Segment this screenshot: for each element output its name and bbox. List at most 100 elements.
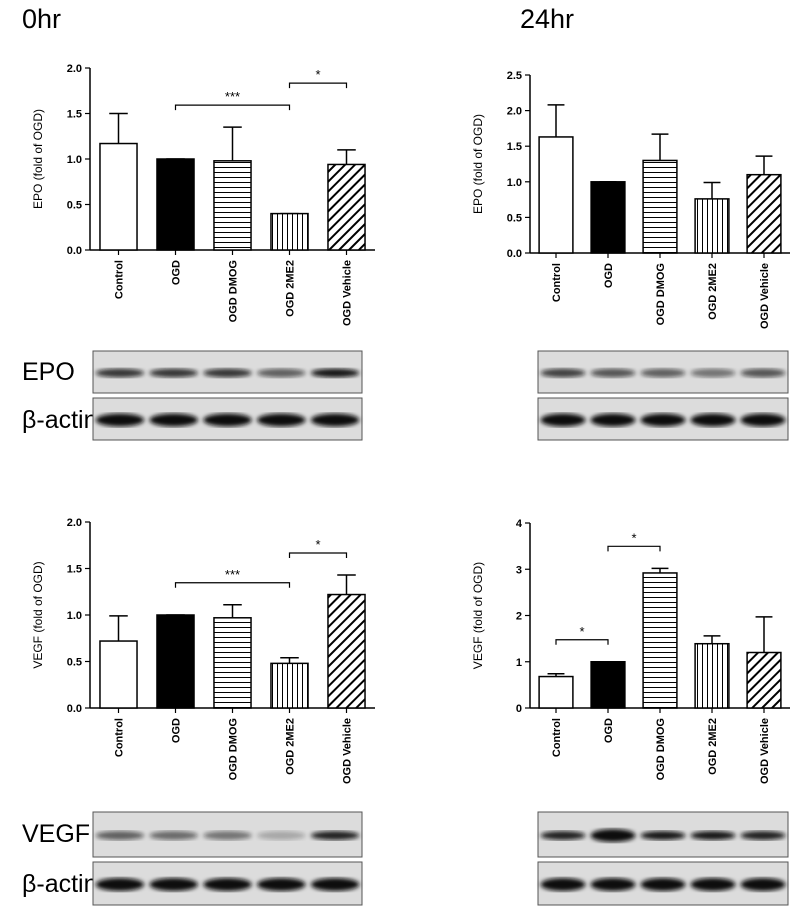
bar <box>538 675 574 709</box>
blot-band <box>690 413 736 427</box>
x-tick-label: OGD DMOG <box>228 718 240 780</box>
blot-label: β-actin <box>22 870 98 898</box>
significance-label: * <box>579 624 584 639</box>
significance-bracket <box>288 82 348 89</box>
bar <box>327 593 366 709</box>
x-tick-label: Control <box>114 260 126 299</box>
significance-label: * <box>631 530 636 545</box>
blot-band <box>590 829 636 842</box>
significance-bracket <box>555 639 609 645</box>
blot-band <box>203 878 252 891</box>
blot-band <box>257 831 306 840</box>
blot-band <box>540 831 586 840</box>
blot-band <box>149 413 198 427</box>
blot-band <box>640 368 686 378</box>
blot-band <box>740 878 786 891</box>
significance-bracket <box>174 104 291 111</box>
blot-band <box>149 878 198 891</box>
bar <box>694 642 730 709</box>
blot-band <box>540 368 586 378</box>
x-tick-label: OGD Vehicle <box>342 718 354 784</box>
bar <box>694 198 730 254</box>
y-tick-label: 0.0 <box>67 703 82 715</box>
bar <box>156 158 195 251</box>
y-tick-label: 2.0 <box>67 63 82 75</box>
blot-band <box>203 368 252 378</box>
significance-label: *** <box>225 89 240 104</box>
x-tick-label: OGD Vehicle <box>759 263 771 329</box>
y-tick-label: 2.5 <box>507 70 522 82</box>
significance-label: *** <box>225 567 240 582</box>
bar <box>99 640 138 709</box>
significance-label: * <box>315 67 320 82</box>
y-axis-label: EPO (fold of OGD) <box>471 114 485 214</box>
bar <box>642 572 678 709</box>
blot-band <box>95 878 145 891</box>
significance-bracket <box>288 552 348 559</box>
blot-band <box>310 831 360 840</box>
significance-bracket <box>607 545 661 552</box>
blot-label: VEGF <box>22 820 90 848</box>
x-tick-label: OGD <box>603 263 615 288</box>
blot-band <box>95 368 145 378</box>
panel-title: 24hr <box>520 4 574 34</box>
blot-band <box>95 831 145 840</box>
blot-band <box>203 413 252 427</box>
bar <box>270 662 309 709</box>
y-tick-label: 0.5 <box>67 657 82 669</box>
y-tick-label: 2 <box>516 611 522 623</box>
blot-label: β-actin <box>22 406 98 434</box>
y-tick-label: 0.0 <box>507 248 522 260</box>
bar <box>746 173 782 254</box>
blot-band <box>203 831 252 840</box>
blot-band <box>590 878 636 891</box>
bar <box>590 661 626 709</box>
y-tick-label: 2.0 <box>507 106 522 118</box>
blot-band <box>149 368 198 378</box>
blot-band <box>740 831 786 840</box>
blot-band <box>310 878 360 891</box>
blot-band <box>640 878 686 891</box>
y-tick-label: 1.5 <box>67 564 82 576</box>
x-tick-label: OGD 2ME2 <box>285 260 297 317</box>
blot-band <box>690 368 736 378</box>
x-tick-label: OGD Vehicle <box>759 718 771 784</box>
blot-band <box>740 368 786 378</box>
bar <box>270 212 309 251</box>
blot-label: EPO <box>22 358 75 386</box>
y-tick-label: 0.5 <box>67 200 82 212</box>
x-tick-label: OGD DMOG <box>655 263 667 325</box>
bar <box>156 614 195 709</box>
blot-band <box>590 413 636 427</box>
bar <box>213 617 252 709</box>
blot-band <box>95 413 145 427</box>
y-tick-label: 1.0 <box>507 177 522 189</box>
x-tick-label: OGD <box>171 260 183 285</box>
bar <box>99 142 138 251</box>
x-tick-label: OGD 2ME2 <box>285 718 297 775</box>
bar <box>327 163 366 251</box>
blot-band <box>310 413 360 427</box>
y-axis-label: EPO (fold of OGD) <box>31 109 45 209</box>
x-tick-label: OGD 2ME2 <box>707 263 719 320</box>
blot-band <box>257 878 306 891</box>
y-tick-label: 0.0 <box>67 245 82 257</box>
bar <box>590 181 626 254</box>
x-tick-label: OGD Vehicle <box>342 260 354 326</box>
bar <box>746 651 782 709</box>
blot-band <box>690 831 736 840</box>
bar <box>538 136 574 254</box>
blot-band <box>310 368 360 378</box>
y-tick-label: 1 <box>516 657 522 669</box>
x-tick-label: Control <box>551 718 563 757</box>
y-axis-label: VEGF (fold of OGD) <box>471 562 485 669</box>
y-tick-label: 1.5 <box>67 109 82 121</box>
blot-band <box>640 831 686 840</box>
y-axis-label: VEGF (fold of OGD) <box>31 561 45 668</box>
y-tick-label: 1.5 <box>507 141 522 153</box>
y-tick-label: 4 <box>516 518 523 530</box>
y-tick-label: 1.0 <box>67 154 82 166</box>
bar <box>642 159 678 254</box>
y-tick-label: 0 <box>516 703 522 715</box>
